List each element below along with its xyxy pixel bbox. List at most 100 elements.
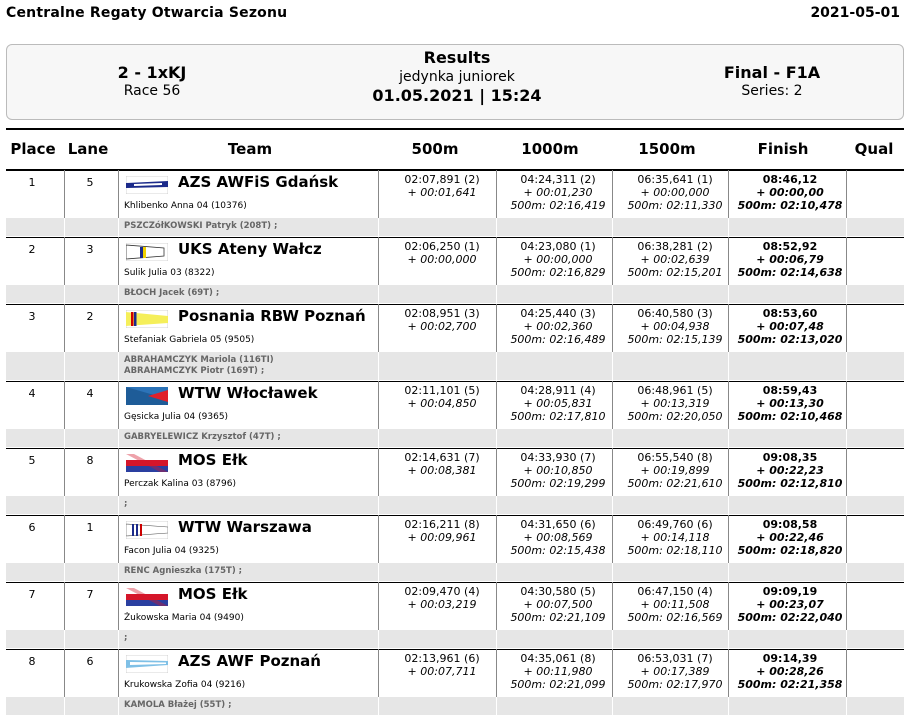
- coach-name: KAMOLA Błażej (55T) ;: [124, 700, 232, 711]
- top-bar: Centralne Regaty Otwarcia Sezonu 2021-05…: [0, 0, 906, 30]
- finish-time: 09:09,19: [762, 585, 818, 598]
- column-divider: [378, 381, 379, 429]
- column-divider: [118, 496, 119, 514]
- split-pace: 500m: 02:15,201: [627, 266, 723, 279]
- lane-cell: 3: [86, 243, 94, 256]
- row-border: [6, 582, 904, 583]
- column-divider: [846, 381, 847, 429]
- column-divider: [846, 237, 847, 285]
- split-diff: + 00:04,850: [407, 397, 477, 410]
- race-info-box: 2 - 1xKJ Race 56 Results jedynka juniore…: [6, 44, 904, 120]
- split-diff: + 00:03,219: [407, 598, 477, 611]
- column-divider: [846, 563, 847, 581]
- split-diff: + 00:05,831: [523, 397, 593, 410]
- race-series: Series: 2: [741, 83, 803, 99]
- lane-cell: 2: [86, 310, 94, 323]
- split-diff: + 00:02,700: [407, 320, 477, 333]
- split-diff: + 00:11,980: [523, 665, 593, 678]
- split-s500: 02:11,101 (5) + 00:04,850: [384, 384, 500, 410]
- finish-cell: 08:59,43 + 00:13,30 500m: 02:10,468: [732, 384, 848, 423]
- finish-cell: 08:53,60 + 00:07,48 500m: 02:13,020: [732, 307, 848, 346]
- split-time: 04:30,580 (5): [520, 585, 596, 598]
- athlete-name: Sulik Julia 03 (8322): [124, 268, 215, 278]
- column-divider: [728, 237, 729, 285]
- club-flag-icon: [125, 242, 169, 262]
- split-pace: 500m: 02:11,330: [627, 199, 723, 212]
- column-divider: [728, 697, 729, 715]
- split-diff: + 00:13,319: [640, 397, 710, 410]
- split-s500: 02:09,470 (4) + 00:03,219: [384, 585, 500, 611]
- column-divider: [378, 582, 379, 630]
- race-number: Race 56: [123, 83, 181, 99]
- column-divider: [64, 496, 65, 514]
- column-divider: [64, 515, 65, 563]
- race-phase: Final - F1A: [723, 63, 821, 82]
- coach-name: GABRYELEWICZ Krzysztof (47T) ;: [124, 432, 281, 443]
- split-s1000: 04:25,440 (3) + 00:02,360 500m: 02:16,489: [500, 307, 616, 346]
- athlete-name: Perczak Kalina 03 (8796): [124, 479, 236, 489]
- column-divider: [612, 285, 613, 303]
- club-flag-icon: [125, 309, 169, 329]
- club-name: AZS AWFiS Gdańsk: [178, 173, 339, 191]
- col-header-500m: 500m: [411, 140, 459, 158]
- split-time: 06:40,580 (3): [637, 307, 713, 320]
- column-divider: [728, 496, 729, 514]
- split-s1500: 06:40,580 (3) + 00:04,938 500m: 02:15,139: [617, 307, 733, 346]
- column-divider: [612, 429, 613, 447]
- column-divider: [64, 218, 65, 236]
- coach-line: ;: [124, 633, 128, 643]
- place-cell: 7: [28, 588, 36, 601]
- row-border: [6, 649, 904, 650]
- column-divider: [612, 352, 613, 380]
- table-row: 8 6 AZS AWF Poznań Krukowska Zofia 04 (9216…: [6, 649, 904, 716]
- col-header-place: Place: [10, 140, 56, 158]
- split-s1000: 04:23,080 (1) + 00:00,000 500m: 02:16,829: [500, 240, 616, 279]
- finish-diff: + 00:06,79: [756, 253, 824, 266]
- column-divider: [64, 448, 65, 496]
- column-divider: [612, 697, 613, 715]
- table-row: 4 4 WTW Włocławek Gęsicka Julia 04 (9365) GA…: [6, 381, 904, 448]
- results-heading: Results: [423, 48, 491, 67]
- place-cell: 3: [28, 310, 36, 323]
- coach-name: BŁOCH Jacek (69T) ;: [124, 288, 219, 299]
- coach-line-2: ABRAHAMCZYK Piotr (169T) ;: [124, 366, 265, 376]
- split-s500: 02:14,631 (7) + 00:08,381: [384, 451, 500, 477]
- finish-pace: 500m: 02:10,478: [737, 199, 843, 212]
- club-name: Posnania RBW Poznań: [178, 307, 366, 325]
- lane-cell: 6: [86, 655, 94, 668]
- col-header-1500m: 1500m: [638, 140, 696, 158]
- coach-name: ;: [124, 633, 127, 644]
- split-s1000: 04:24,311 (2) + 00:01,230 500m: 02:16,419: [500, 173, 616, 212]
- coach-line: KAMOLA Błażej (55T) ;: [124, 700, 232, 710]
- finish-time: 09:08,35: [762, 451, 818, 464]
- column-divider: [728, 649, 729, 697]
- regatta-title: Centralne Regaty Otwarcia Sezonu: [6, 5, 288, 21]
- split-time: 02:08,951 (3): [404, 307, 480, 320]
- split-time: 06:49,760 (6): [637, 518, 713, 531]
- club-name: AZS AWF Poznań: [178, 652, 321, 670]
- column-divider: [118, 352, 119, 380]
- column-divider: [728, 218, 729, 236]
- race-results-block: Results jedynka juniorek 01.05.2021 | 15…: [347, 48, 567, 105]
- coach-bar: [6, 285, 904, 303]
- club-flag-icon: [126, 387, 168, 405]
- split-pace: 500m: 02:15,438: [510, 544, 606, 557]
- coach-bar: [6, 630, 904, 648]
- split-time: 02:11,101 (5): [404, 384, 480, 397]
- column-divider: [846, 582, 847, 630]
- split-time: 06:53,031 (7): [637, 652, 713, 665]
- lane-cell: 4: [86, 387, 94, 400]
- col-header-lane: Lane: [67, 140, 109, 158]
- split-time: 02:14,631 (7): [404, 451, 480, 464]
- race-category: jedynka juniorek: [399, 69, 515, 85]
- finish-cell: 08:46,12 + 00:00,00 500m: 02:10,478: [732, 173, 848, 212]
- table-row: 1 5 AZS AWFiS Gdańsk Khlibenko Anna 04 (103…: [6, 170, 904, 237]
- column-divider: [118, 237, 119, 285]
- column-divider: [846, 496, 847, 514]
- column-divider: [728, 170, 729, 218]
- finish-pace: 500m: 02:10,468: [737, 410, 843, 423]
- split-time: 02:07,891 (2): [404, 173, 480, 186]
- split-diff: + 00:00,000: [640, 186, 710, 199]
- athlete-name: Żukowska Maria 04 (9490): [124, 613, 244, 623]
- column-divider: [378, 448, 379, 496]
